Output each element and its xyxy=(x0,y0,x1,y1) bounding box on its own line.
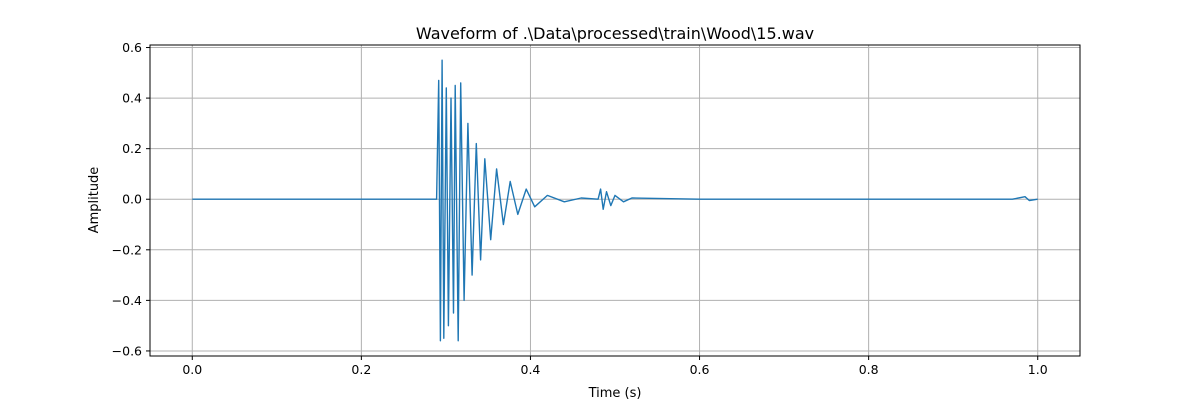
x-axis-ticks: 0.0 0.2 0.4 0.6 0.8 1.0 xyxy=(182,356,1048,377)
y-tick-label: −0.4 xyxy=(112,293,142,308)
x-tick-label: 0.0 xyxy=(182,362,202,377)
y-tick-label: −0.2 xyxy=(112,242,142,257)
y-tick-label: −0.6 xyxy=(112,343,142,358)
plot-frame xyxy=(149,44,1081,357)
x-tick-label: 0.6 xyxy=(690,362,710,377)
x-tick-label: 1.0 xyxy=(1028,362,1048,377)
y-tick-label: 0.0 xyxy=(122,192,142,207)
x-axis-label: Time (s) xyxy=(588,386,642,400)
y-axis-label: Amplitude xyxy=(87,167,102,234)
y-tick-label: 0.6 xyxy=(122,40,142,55)
x-tick-label: 0.4 xyxy=(521,362,541,377)
waveform-line xyxy=(192,59,1038,342)
x-tick-label: 0.2 xyxy=(351,362,371,377)
x-tick-label: 0.8 xyxy=(859,362,879,377)
y-axis-ticks: −0.6 −0.4 −0.2 0.0 0.2 0.4 0.6 xyxy=(112,40,150,358)
y-tick-label: 0.2 xyxy=(122,141,142,156)
chart-title: Waveform of .\Data\processed\train\Wood\… xyxy=(416,24,814,43)
waveform-series xyxy=(192,59,1038,342)
y-tick-label: 0.4 xyxy=(122,91,142,106)
